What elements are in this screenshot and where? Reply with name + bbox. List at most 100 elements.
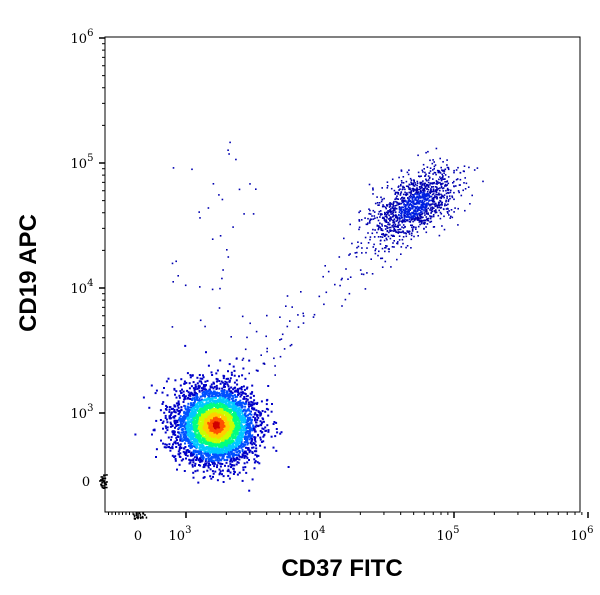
event-point <box>435 204 437 206</box>
event-point <box>189 435 192 438</box>
event-point <box>195 459 198 461</box>
event-point <box>245 415 248 418</box>
event-point <box>193 405 196 408</box>
event-point <box>174 411 177 414</box>
event-point <box>179 426 182 428</box>
event-point <box>432 159 434 161</box>
event-point <box>155 448 158 451</box>
event-point <box>225 427 228 430</box>
event-point <box>229 377 232 380</box>
event-point <box>198 399 201 402</box>
event-point <box>252 394 255 397</box>
event-point <box>190 385 193 388</box>
event-point <box>226 413 229 416</box>
event-point <box>183 424 186 427</box>
event-point <box>230 453 233 456</box>
event-point <box>182 450 185 453</box>
event-point <box>200 445 203 448</box>
event-point <box>249 441 252 444</box>
event-point <box>229 450 232 453</box>
event-point <box>447 192 450 194</box>
event-point <box>190 442 193 445</box>
event-point <box>235 430 238 433</box>
event-point <box>387 218 390 220</box>
event-point <box>190 421 193 424</box>
event-point <box>221 457 224 460</box>
event-point <box>194 423 197 426</box>
event-point <box>201 405 204 408</box>
event-point <box>405 232 407 235</box>
event-point <box>212 459 215 462</box>
event-point <box>142 396 145 399</box>
event-point <box>205 446 208 449</box>
event-point <box>197 405 199 408</box>
event-point <box>196 451 199 454</box>
event-point <box>187 410 190 413</box>
event-point <box>195 417 198 420</box>
event-point <box>190 409 193 412</box>
event-point <box>182 420 185 423</box>
event-point <box>232 434 235 437</box>
event-point <box>425 193 428 196</box>
event-point <box>202 399 205 402</box>
event-point <box>171 431 174 434</box>
event-point <box>134 433 137 436</box>
event-point <box>212 412 215 415</box>
event-point <box>218 436 221 439</box>
event-point <box>374 217 376 219</box>
event-point <box>180 408 183 411</box>
event-point <box>201 393 204 396</box>
event-point <box>432 193 435 195</box>
event-point <box>401 212 403 214</box>
event-point <box>155 456 157 458</box>
event-point <box>229 404 232 407</box>
event-point <box>237 440 240 443</box>
event-point <box>423 203 426 205</box>
event-point <box>364 236 367 239</box>
event-point <box>392 205 395 207</box>
event-point <box>221 404 224 407</box>
event-point <box>199 421 202 424</box>
event-point <box>247 430 250 433</box>
event-point <box>180 406 183 409</box>
event-point <box>229 446 232 449</box>
event-point <box>196 382 199 385</box>
event-point <box>240 406 243 409</box>
event-point <box>257 411 260 414</box>
event-point <box>216 457 219 460</box>
event-point <box>233 390 236 393</box>
event-point <box>385 214 388 216</box>
event-point <box>400 170 403 172</box>
event-point <box>178 423 181 426</box>
event-point <box>192 436 195 439</box>
event-point <box>186 417 189 420</box>
event-point <box>373 211 376 213</box>
event-point <box>188 421 191 424</box>
event-point <box>225 398 228 401</box>
event-point <box>432 189 435 191</box>
event-point <box>201 427 204 430</box>
event-point <box>190 424 193 426</box>
event-point <box>389 217 391 220</box>
event-point <box>205 389 208 392</box>
event-point <box>177 450 180 453</box>
event-point <box>250 437 253 440</box>
event-point <box>193 438 195 441</box>
event-point <box>241 450 244 453</box>
event-point <box>392 213 394 216</box>
event-point <box>202 407 205 410</box>
event-point <box>381 198 384 201</box>
event-point <box>219 438 222 441</box>
event-point <box>225 405 228 408</box>
event-point <box>419 206 422 208</box>
event-point <box>196 404 199 407</box>
event-point <box>413 180 415 183</box>
event-point <box>435 210 437 212</box>
event-point <box>227 385 230 388</box>
event-point <box>349 223 351 226</box>
event-point <box>249 412 251 415</box>
event-point <box>173 409 176 411</box>
event-point <box>228 413 231 416</box>
event-point <box>193 396 196 399</box>
event-point <box>166 406 169 409</box>
